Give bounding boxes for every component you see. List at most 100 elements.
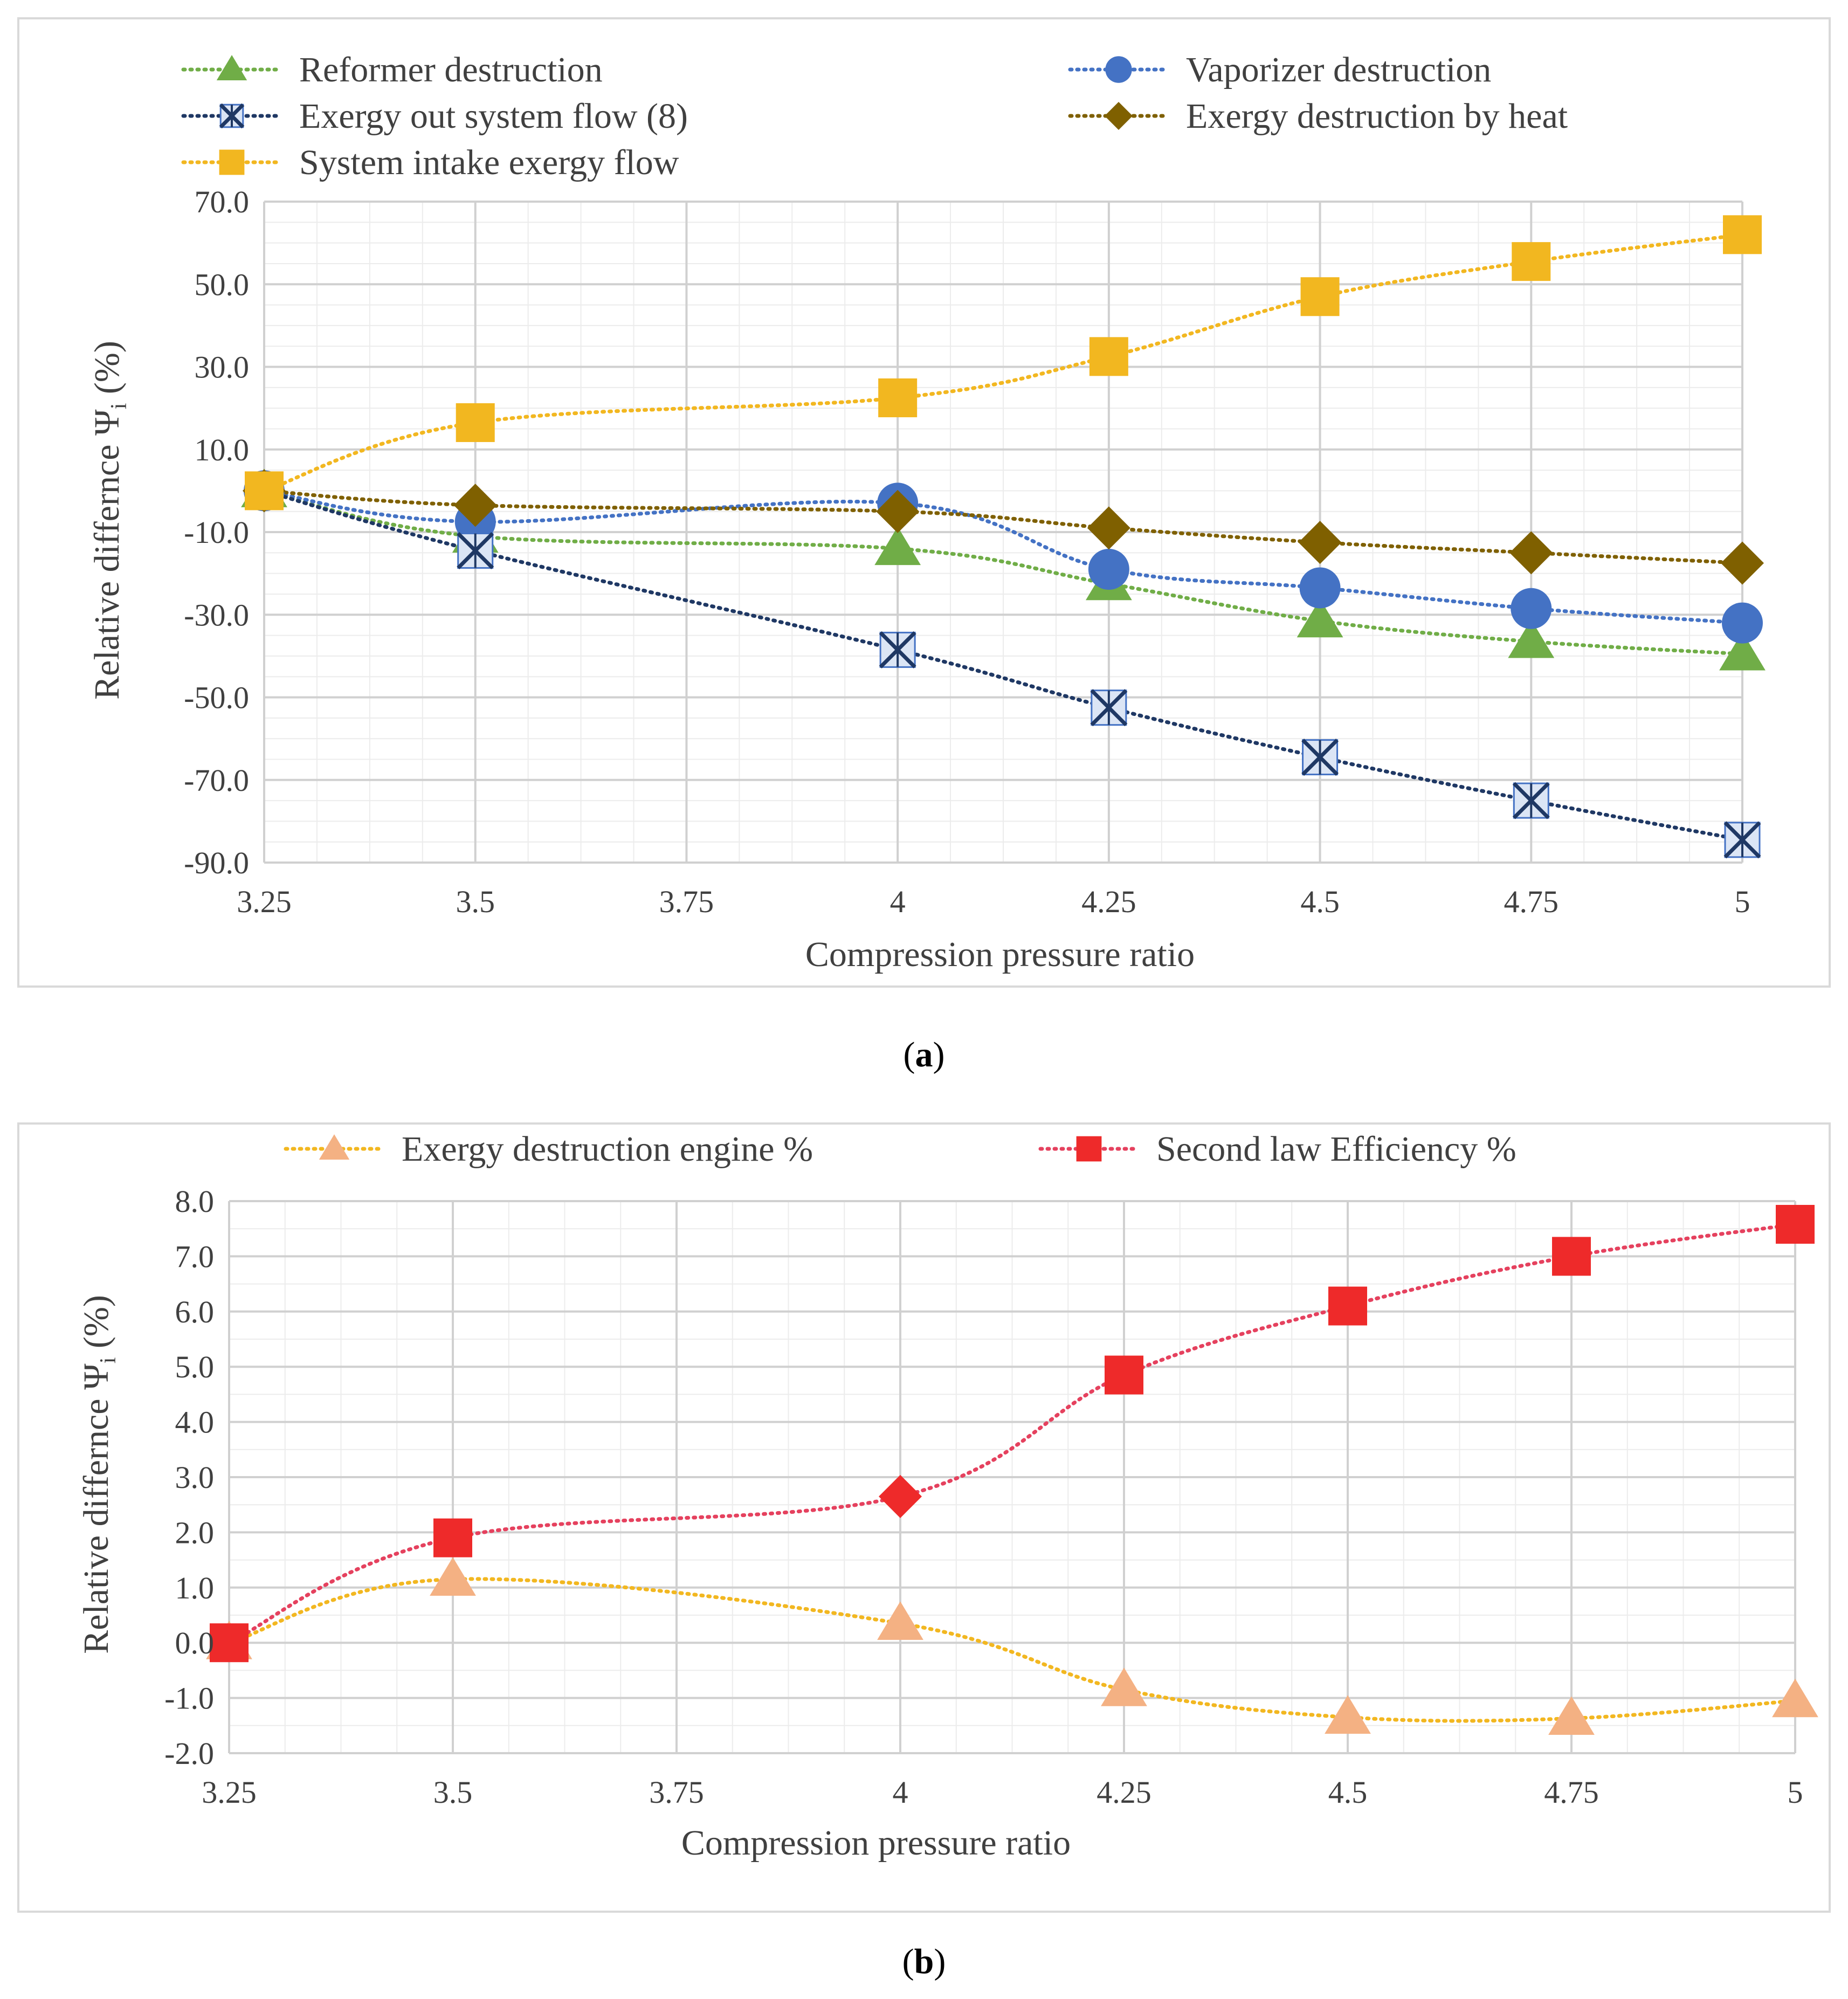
panel-a-x-axis-title: Compression pressure ratio (805, 935, 1195, 974)
data-point-marker (877, 1601, 923, 1640)
y-tick-label: 0.0 (175, 1625, 215, 1660)
panel-b-gridlines (228, 1200, 1796, 1754)
panel-a-series (241, 215, 1766, 859)
x-tick-label: 4.5 (1300, 884, 1340, 919)
data-point-marker (874, 526, 921, 566)
data-point-marker (1101, 1667, 1147, 1706)
data-point-marker (1548, 1696, 1595, 1735)
y-tick-label: -1.0 (164, 1681, 214, 1716)
legend-label: Exergy destruction by heat (1186, 96, 1568, 136)
y-tick-label: 3.0 (175, 1460, 215, 1495)
x-tick-label: 4 (890, 884, 906, 919)
legend-marker (216, 55, 247, 80)
panel-b-y-axis-title: Relative differnce Ψi (%) (77, 1295, 121, 1654)
data-point-marker (1105, 1355, 1143, 1395)
data-point-marker (1090, 689, 1128, 727)
data-point-marker (433, 1518, 472, 1557)
x-tick-label: 3.75 (659, 884, 714, 919)
legend-marker (1105, 102, 1133, 130)
legend-marker (319, 1134, 350, 1160)
panel-a-y-axis-title: Relative differnce Ψi (%) (87, 341, 132, 700)
legend-label: Vaporizer destruction (1186, 50, 1491, 89)
data-point-marker (1089, 337, 1128, 376)
y-tick-label: 1.0 (175, 1570, 215, 1605)
data-point-marker (1723, 215, 1762, 254)
panel-a-tick-labels: 3.25 3.5 3.75 4 4.25 4.5 4.75 5 70.0 50.0 30.0 10.0… (184, 184, 1750, 919)
legend-label: Reformer destruction (299, 50, 603, 89)
data-point-marker (1299, 567, 1341, 609)
legend-marker (1105, 56, 1132, 83)
legend-marker (219, 103, 245, 129)
y-tick-label: -50.0 (184, 680, 249, 715)
panel-a-caption: (a) (904, 1035, 945, 1074)
data-point-marker (453, 484, 497, 527)
y-tick-label: 5.0 (175, 1349, 215, 1384)
y-tick-label: 2.0 (175, 1515, 215, 1550)
y-tick-label: 6.0 (175, 1294, 215, 1329)
data-point-marker (1772, 1678, 1818, 1718)
data-point-marker (1511, 588, 1552, 629)
x-tick-label: 4.5 (1328, 1775, 1368, 1810)
data-point-marker (245, 471, 284, 511)
y-tick-label: 70.0 (195, 184, 250, 219)
legend-marker (1076, 1136, 1102, 1162)
data-point-marker (1719, 632, 1766, 671)
data-point-marker (1512, 782, 1550, 819)
data-point-marker (1552, 1237, 1591, 1276)
data-point-marker (1328, 1286, 1367, 1326)
y-tick-label: 10.0 (195, 432, 250, 467)
y-tick-label: -90.0 (184, 845, 249, 880)
x-tick-label: 5 (1788, 1775, 1803, 1810)
panel-b-x-axis-title: Compression pressure ratio (681, 1823, 1071, 1863)
y-tick-label: 8.0 (175, 1184, 215, 1219)
data-point-marker (1512, 242, 1551, 281)
y-tick-label: -10.0 (184, 515, 249, 550)
y-tick-label: 4.0 (175, 1405, 215, 1440)
y-tick-label: 7.0 (175, 1239, 215, 1274)
legend-label: Exergy out system flow (8) (299, 96, 688, 136)
x-tick-label: 3.5 (456, 884, 495, 919)
data-point-marker (430, 1557, 476, 1596)
data-point-marker (1776, 1205, 1815, 1244)
data-point-marker (457, 532, 494, 569)
panel-a: 3.25 3.5 3.75 4 4.25 4.5 4.75 5 70.0 50.0 30.0 10.0… (17, 17, 1831, 988)
data-point-marker (1300, 277, 1340, 316)
data-point-marker (1722, 602, 1763, 644)
x-tick-label: 3.5 (433, 1775, 473, 1810)
y-tick-label: -70.0 (184, 763, 249, 798)
x-tick-label: 5 (1735, 884, 1750, 919)
y-tick-label: -30.0 (184, 597, 249, 632)
data-point-marker (1508, 619, 1555, 658)
panel-a-legend: Reformer destruction Vaporizer destructio… (181, 50, 1568, 182)
data-point-marker (456, 403, 495, 442)
data-point-marker (878, 378, 918, 417)
x-tick-label: 3.75 (649, 1775, 704, 1810)
series-line-vaporizer-destruction (262, 488, 1744, 625)
data-point-marker (1088, 548, 1129, 590)
legend-label: Exergy destruction engine % (402, 1129, 813, 1169)
data-point-marker (879, 1474, 922, 1518)
x-tick-label: 3.25 (237, 884, 292, 919)
data-point-marker (1297, 598, 1343, 638)
data-point-marker (1721, 541, 1764, 585)
panel-a-frame (17, 17, 1831, 988)
x-tick-label: 4.25 (1097, 1775, 1151, 1810)
data-point-marker (1087, 506, 1130, 550)
panel-b: 3.25 3.5 3.75 4 4.25 4.5 4.75 5 8.0 7.0 6.0 5.0 4.0 3… (17, 1122, 1831, 1913)
legend-label: System intake exergy flow (299, 143, 679, 182)
data-point-marker (879, 631, 916, 668)
x-tick-label: 4.25 (1081, 884, 1136, 919)
x-tick-label: 3.25 (202, 1775, 257, 1810)
panel-b-caption: (b) (902, 1942, 946, 1981)
data-point-marker (1325, 1695, 1371, 1734)
y-tick-label: 30.0 (195, 350, 250, 385)
x-tick-label: 4.75 (1504, 884, 1559, 919)
data-point-marker (210, 1623, 249, 1663)
legend-marker (219, 149, 245, 175)
x-tick-label: 4.75 (1544, 1775, 1599, 1810)
panel-b-legend: Exergy destruction engine % Second law Ef… (284, 1129, 1516, 1169)
y-tick-label: 50.0 (195, 267, 250, 302)
panel-b-frame (17, 1122, 1831, 1913)
data-point-marker (876, 490, 920, 533)
